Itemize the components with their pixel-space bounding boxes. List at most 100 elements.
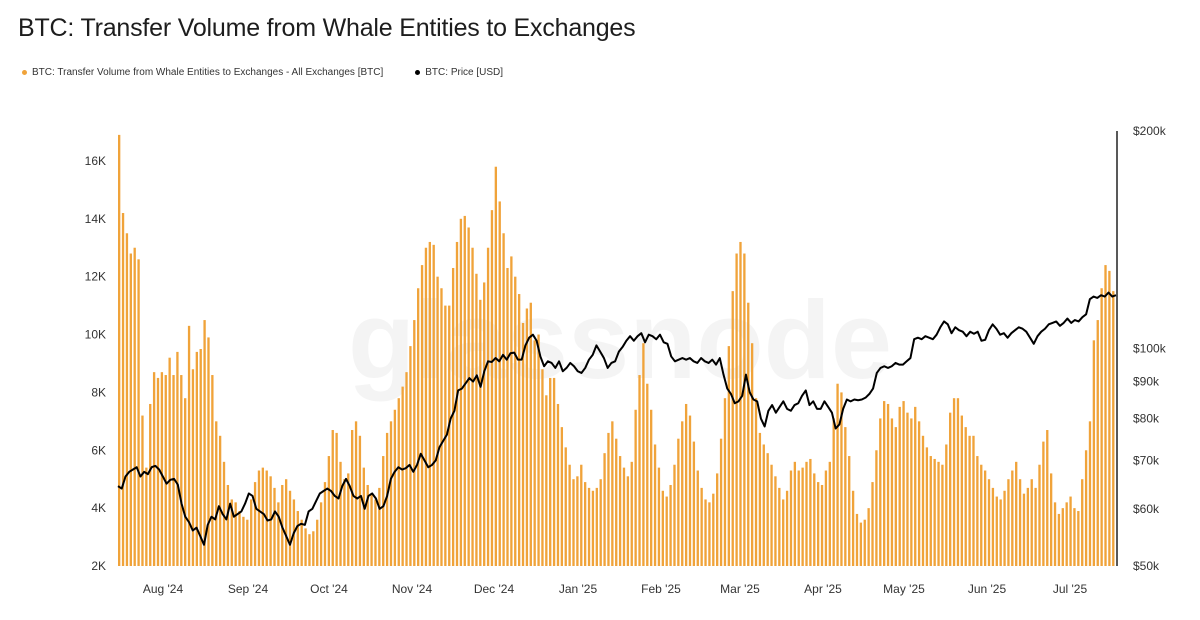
volume-bar [510, 256, 513, 566]
volume-bar [118, 134, 121, 566]
volume-bar [541, 369, 544, 566]
volume-bar [203, 320, 206, 566]
volume-bar [785, 490, 789, 566]
volume-bar [848, 456, 851, 566]
volume-bar [1026, 487, 1030, 566]
volume-bar [331, 430, 334, 566]
volume-bar [156, 377, 160, 566]
volume-bar [451, 267, 455, 566]
volume-bar [937, 461, 940, 566]
volume-bar [844, 427, 847, 566]
volume-bar [180, 375, 183, 566]
volume-bar [879, 418, 882, 566]
legend-swatch-volume [22, 70, 27, 75]
volume-bar [766, 453, 769, 566]
left-tick-label: 6K [91, 443, 106, 457]
volume-bar [385, 432, 389, 566]
volume-bar [319, 502, 323, 566]
volume-bar [626, 476, 630, 566]
volume-bar [758, 432, 762, 566]
volume-bar [1022, 493, 1026, 566]
volume-bar [622, 467, 626, 566]
volume-bar [898, 406, 901, 566]
volume-bar [595, 487, 598, 566]
volume-bar [688, 415, 692, 566]
volume-bar [378, 487, 381, 566]
x-tick-label: Jun '25 [968, 582, 1007, 596]
volume-bar [316, 519, 319, 566]
volume-bar [413, 320, 416, 566]
volume-bar [1049, 473, 1053, 566]
x-tick-label: Sep '24 [228, 582, 269, 596]
volume-bar [991, 487, 995, 566]
volume-bar [941, 464, 944, 566]
volume-bar [432, 244, 435, 566]
volume-bar [463, 215, 466, 566]
x-tick-label: Oct '24 [310, 582, 348, 596]
volume-bar [914, 406, 917, 566]
volume-bar [886, 403, 890, 566]
volume-bar [797, 470, 800, 566]
volume-bar [397, 398, 400, 566]
legend-item-price[interactable]: BTC: Price [USD] [415, 67, 503, 78]
volume-bar [537, 334, 540, 566]
volume-bar [560, 427, 564, 566]
volume-bar [611, 421, 614, 566]
volume-bar [436, 276, 439, 566]
volume-bar [273, 487, 276, 566]
volume-bar [401, 386, 404, 566]
volume-bar [552, 377, 556, 566]
volume-bar [191, 369, 195, 566]
volume-bar [646, 383, 649, 566]
volume-bar [366, 484, 369, 566]
volume-bar [933, 458, 936, 566]
volume-bar [1112, 291, 1115, 566]
volume-bar [1084, 450, 1088, 566]
volume-bar [545, 395, 548, 566]
volume-bar [1096, 320, 1099, 566]
volume-bar [1069, 496, 1072, 566]
volume-bar [234, 502, 237, 566]
chart-legend: BTC: Transfer Volume from Whale Entities… [22, 67, 535, 78]
volume-bar [851, 490, 855, 566]
volume-bar [1015, 461, 1018, 566]
volume-bar [1053, 502, 1057, 566]
volume-bar [409, 346, 412, 566]
volume-bar [556, 403, 560, 566]
volume-bar [187, 325, 191, 566]
volume-bar [960, 415, 963, 566]
x-tick-label: Mar '25 [720, 582, 760, 596]
volume-bar [719, 438, 723, 566]
legend-item-volume[interactable]: BTC: Transfer Volume from Whale Entities… [22, 67, 383, 78]
volume-bar [743, 253, 746, 566]
volume-bar [782, 499, 785, 566]
volume-bar [762, 444, 765, 566]
volume-bar [949, 412, 952, 566]
volume-bar [308, 534, 311, 566]
volume-bar [615, 438, 618, 566]
volume-bar [300, 519, 303, 566]
volume-bar [211, 375, 214, 566]
right-tick-label: $80k [1133, 412, 1160, 426]
price-line-group [117, 291, 1117, 546]
volume-bar [681, 421, 684, 566]
volume-bar [277, 502, 280, 566]
volume-bar [723, 398, 727, 566]
volume-bar [820, 484, 824, 566]
volume-bar [1077, 511, 1080, 566]
volume-bar [1061, 508, 1064, 566]
right-tick-label: $70k [1133, 453, 1160, 467]
x-tick-label: Jul '25 [1053, 582, 1088, 596]
volume-bar [735, 253, 738, 566]
volume-bar [261, 467, 265, 566]
volume-bars [118, 134, 1115, 567]
volume-bar [902, 401, 905, 566]
volume-bar [572, 479, 575, 566]
volume-bar [976, 456, 979, 566]
volume-bar [1038, 464, 1041, 566]
volume-bar [859, 522, 863, 566]
volume-bar [809, 458, 812, 566]
volume-bar [583, 482, 587, 566]
volume-bar [125, 233, 129, 566]
volume-bar [1108, 270, 1111, 566]
